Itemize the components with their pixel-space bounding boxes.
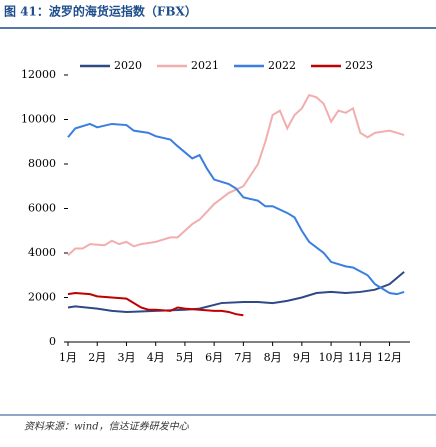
- source: 资料来源：wind，信达证券研发中心: [24, 421, 190, 433]
- x-tick-label: 2月: [88, 351, 106, 364]
- y-tick-label: 6000: [28, 202, 56, 215]
- x-tick-label: 5月: [176, 351, 194, 364]
- y-tick-label: 4000: [28, 246, 56, 259]
- y-tick-label: 12000: [21, 68, 56, 81]
- series-line: [67, 292, 244, 317]
- y-tick-label: 10000: [21, 113, 56, 126]
- x-tick-label: 3月: [117, 351, 135, 364]
- y-tick-label: 2000: [28, 291, 56, 304]
- legend-label: 2022: [268, 59, 296, 72]
- x-tick-label: 8月: [264, 351, 282, 364]
- y-tick-label: 8000: [28, 157, 56, 170]
- x-tick-label: 10月: [319, 351, 344, 364]
- x-tick-label: 11月: [348, 351, 373, 364]
- x-tick-label: 1月: [59, 351, 77, 364]
- chart-title: 图 41：波罗的海货运指数（FBX）: [4, 4, 197, 19]
- x-tick-label: 9月: [293, 351, 311, 364]
- legend-label: 2021: [191, 59, 219, 72]
- x-tick-label: 7月: [234, 351, 252, 364]
- series-line: [67, 122, 405, 296]
- x-tick-label: 6月: [205, 351, 223, 364]
- series-line: [67, 93, 405, 256]
- series-line: [67, 271, 405, 313]
- legend-label: 2020: [114, 59, 142, 72]
- y-tick-label: 0: [49, 335, 56, 348]
- x-tick-label: 4月: [147, 351, 165, 364]
- legend-label: 2023: [345, 59, 373, 72]
- x-tick-label: 12月: [377, 351, 402, 364]
